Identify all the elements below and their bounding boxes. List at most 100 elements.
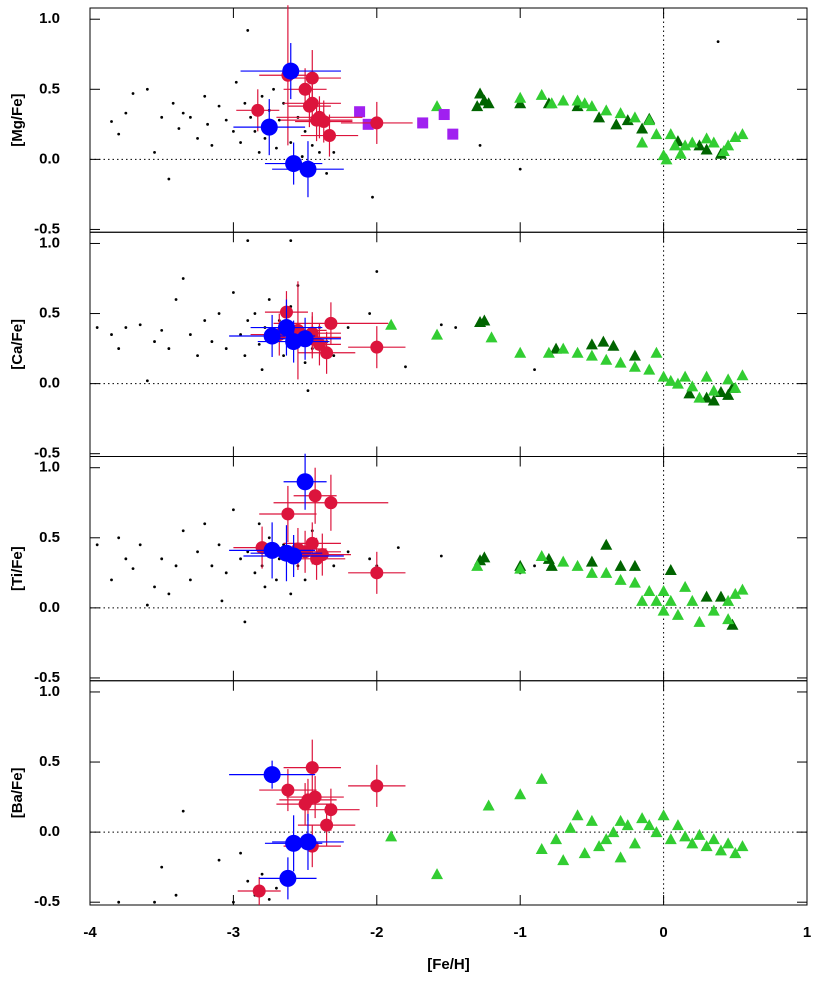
point [628,349,641,361]
point [610,118,623,130]
y-axis-label: [Ca/Fe] [9,319,26,370]
panel-frame [89,680,808,906]
point [714,590,727,602]
point [716,40,720,44]
point [482,97,495,109]
y-tick-label: 0.0 [39,823,60,840]
point [431,868,444,880]
point [131,567,135,571]
point [285,155,303,173]
point [196,354,199,357]
point [217,543,221,547]
point [370,566,384,580]
point [224,347,228,350]
point [210,143,214,147]
point [550,833,563,845]
point [145,87,149,91]
point [243,354,247,357]
point [275,886,278,890]
point [263,541,281,559]
point [174,298,178,301]
point [447,128,459,140]
point [305,761,319,775]
point [285,834,303,852]
point [643,114,656,126]
point [246,319,250,322]
point [722,388,735,400]
point [346,550,350,554]
point [657,604,670,616]
point [217,104,221,108]
point [310,143,314,147]
y-tick-label: 0.5 [39,529,60,546]
point [305,536,319,550]
point [571,94,584,106]
point [174,893,178,897]
point [571,346,584,358]
point [514,562,527,574]
point [203,94,207,98]
point [657,809,670,821]
point [542,346,555,358]
point [736,840,749,852]
point [636,594,649,606]
point [679,139,692,151]
point [417,117,429,129]
point [657,585,670,597]
point [535,550,548,562]
point [299,160,317,178]
point [145,379,149,383]
point [533,368,536,372]
point [234,80,238,84]
point [253,312,257,315]
point [683,387,696,399]
point [679,830,692,842]
y-tick-label: 1.0 [39,683,60,700]
point [246,879,250,883]
point [263,766,281,784]
point [124,111,128,115]
point [585,349,598,361]
point [243,620,247,624]
panel-frame [89,456,808,682]
point [693,139,706,151]
point [299,833,317,851]
point [117,900,121,904]
point [660,153,673,165]
point [593,111,606,123]
point [585,814,598,826]
point [324,803,338,817]
point [289,239,293,243]
point [614,573,627,585]
panel-frame [89,231,808,457]
point [253,571,257,575]
point [210,340,214,343]
point [471,100,484,112]
point [217,312,221,315]
point [95,543,99,547]
point [478,143,482,147]
x-tick-label: -1 [514,924,527,941]
point [303,578,307,582]
point [354,106,366,118]
point [485,331,498,343]
point [174,564,178,568]
point [281,507,295,521]
point [722,373,735,385]
point [557,342,570,354]
point [686,136,699,148]
point [252,884,266,898]
point [370,116,384,130]
point [650,826,663,838]
point [693,615,706,627]
point [232,900,235,904]
point [306,389,310,393]
point [674,147,687,159]
point [671,819,684,831]
point [153,585,156,589]
point [305,71,319,85]
point [167,347,171,350]
point [153,900,156,904]
point [110,578,113,582]
panel-frame [89,7,808,233]
